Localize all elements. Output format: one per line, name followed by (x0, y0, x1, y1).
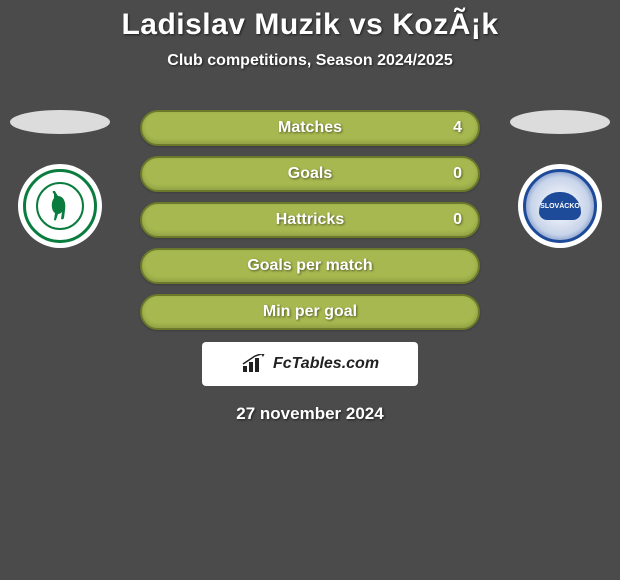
kangaroo-icon (46, 190, 74, 222)
stat-value: 0 (453, 211, 462, 229)
stat-value: 0 (453, 165, 462, 183)
date-text: 27 november 2024 (0, 404, 620, 424)
brand-box: FcTables.com (202, 342, 418, 386)
comparison-card: Ladislav Muzik vs KozÃ¡k Club competitio… (0, 0, 620, 424)
player-oval-left (10, 110, 110, 134)
player-oval-right (510, 110, 610, 134)
stat-value: 4 (453, 119, 462, 137)
stat-label: Goals per match (247, 257, 372, 275)
stat-rows: Matches 4 Goals 0 Hattricks 0 Goals per … (140, 110, 480, 330)
club-badge-right-center: SLOVÁCKO (539, 192, 581, 220)
club-badge-right-ring: SLOVÁCKO (523, 169, 597, 243)
club-badge-left-ring (23, 169, 97, 243)
bar-chart-icon (241, 354, 267, 374)
stat-label: Min per goal (263, 303, 357, 321)
brand-text: FcTables.com (273, 355, 379, 373)
club-badge-right: SLOVÁCKO (518, 164, 602, 248)
stat-label: Matches (278, 119, 342, 137)
stat-label: Goals (288, 165, 332, 183)
club-badge-left (18, 164, 102, 248)
stat-row-goals-per-match: Goals per match (140, 248, 480, 284)
stat-row-goals: Goals 0 (140, 156, 480, 192)
subtitle: Club competitions, Season 2024/2025 (0, 52, 620, 70)
stats-area: SLOVÁCKO Matches 4 Goals 0 Hattricks 0 G… (0, 110, 620, 424)
stat-row-min-per-goal: Min per goal (140, 294, 480, 330)
page-title: Ladislav Muzik vs KozÃ¡k (0, 8, 620, 42)
club-badge-left-inner (36, 182, 84, 230)
stat-label: Hattricks (276, 211, 344, 229)
stat-row-matches: Matches 4 (140, 110, 480, 146)
stat-row-hattricks: Hattricks 0 (140, 202, 480, 238)
